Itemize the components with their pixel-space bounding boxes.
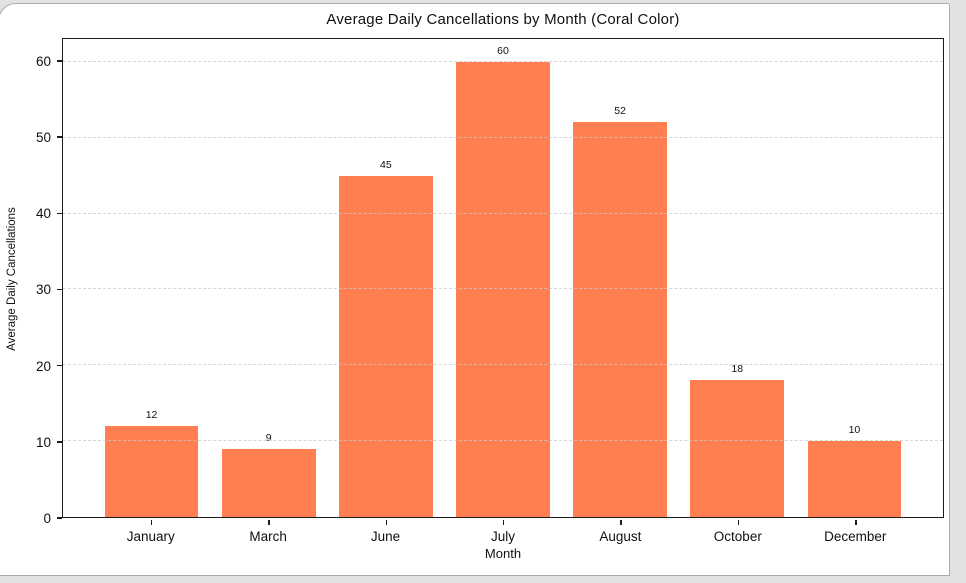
x-axis-ticks: January March June July August October Decembe… <box>62 519 944 560</box>
x-slot: August <box>562 519 679 560</box>
bar-january <box>104 425 199 517</box>
y-tick-mark <box>57 517 62 519</box>
bar-june <box>338 175 433 517</box>
y-tick-mark <box>57 288 62 291</box>
x-tick-mark <box>150 519 153 525</box>
bar-slot: 45 <box>327 39 444 517</box>
bar-slot: 9 <box>210 39 327 517</box>
x-axis-label: Month <box>484 546 522 561</box>
bar-august <box>573 122 667 517</box>
y-tick-mark <box>57 136 62 138</box>
bar-slot: 18 <box>679 39 796 517</box>
x-tick-label: December <box>824 528 887 544</box>
bar-value-label: 9 <box>265 431 272 444</box>
x-tick-mark <box>268 519 270 525</box>
x-tick-mark <box>620 519 622 525</box>
x-slot: March <box>209 519 326 560</box>
y-tick-label: 40 <box>35 206 51 222</box>
plot-area: 12 9 45 60 52 18 10 <box>62 38 944 518</box>
bar-value-label: 12 <box>145 408 158 421</box>
x-tick-label: July <box>490 528 515 544</box>
y-tick-mark <box>57 441 62 443</box>
y-tick-label: 30 <box>35 282 51 298</box>
bar-slot: 10 <box>796 39 913 517</box>
x-tick-label: March <box>249 528 287 544</box>
y-tick-label: 10 <box>35 434 51 450</box>
bar-october <box>690 380 785 517</box>
chart-title: Average Daily Cancellations by Month (Co… <box>326 11 680 28</box>
bar-value-label: 18 <box>731 363 744 376</box>
x-tick-label: October <box>713 528 762 544</box>
x-slot: January <box>92 519 209 560</box>
x-slot: June <box>327 519 444 560</box>
x-tick-label: January <box>126 528 175 544</box>
bar-value-label: 45 <box>380 158 392 171</box>
x-tick-mark <box>737 519 740 525</box>
y-tick-label: 60 <box>35 53 51 69</box>
y-tick-mark <box>57 364 62 367</box>
y-tick-label: 20 <box>35 358 51 374</box>
y-tick-mark <box>57 212 62 214</box>
x-tick-label: June <box>370 528 401 544</box>
bar-march <box>221 448 316 517</box>
bar-value-label: 10 <box>848 424 861 437</box>
y-tick-label: 0 <box>43 511 51 526</box>
x-tick-label: August <box>599 528 642 544</box>
bar-july <box>456 61 550 517</box>
y-tick-mark <box>57 60 62 62</box>
x-tick-mark <box>855 519 857 525</box>
x-slot: July <box>444 519 561 560</box>
x-slot: December <box>797 519 914 560</box>
x-slot: October <box>679 519 796 560</box>
y-tick-label: 50 <box>35 130 51 146</box>
bar-slot: 60 <box>444 39 561 517</box>
x-tick-mark <box>385 519 388 525</box>
bar-december <box>807 441 902 517</box>
bar-slot: 12 <box>93 39 210 517</box>
x-tick-mark <box>502 519 505 525</box>
bar-value-label: 52 <box>614 105 626 118</box>
bar-value-label: 60 <box>497 44 509 57</box>
bars: 12 9 45 60 52 18 10 <box>63 39 943 517</box>
bar-slot: 52 <box>562 39 679 517</box>
y-axis-ticks: 0 10 20 30 40 50 60 <box>0 38 62 526</box>
